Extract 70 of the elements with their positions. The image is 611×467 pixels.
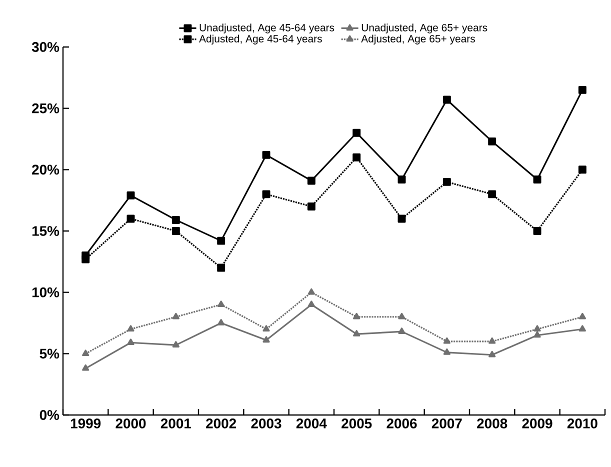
point [308, 300, 315, 307]
point [307, 202, 316, 210]
point [262, 150, 270, 159]
point [217, 264, 226, 272]
point [262, 325, 270, 332]
point [127, 325, 134, 332]
point [398, 312, 406, 320]
x-tick-label: 2009 [522, 418, 552, 428]
legend-label: Adjusted, Age 65+ years [361, 34, 475, 44]
point [488, 337, 496, 344]
point [82, 350, 90, 356]
x-tick-label: 2007 [432, 418, 462, 428]
legend-label: Adjusted, Age 45-64 years [199, 34, 322, 44]
point [172, 216, 180, 224]
point [172, 341, 180, 348]
point [127, 338, 134, 346]
y-tick-label: 20% [32, 164, 60, 175]
point [172, 312, 180, 320]
x-tick-label: 2005 [342, 418, 372, 428]
point [352, 128, 361, 137]
x-tick-label: 2008 [477, 418, 508, 428]
point [398, 175, 406, 184]
y-tick-label: 15% [32, 226, 60, 236]
x-tick-label: 2003 [251, 418, 282, 428]
point [218, 300, 225, 307]
point [442, 96, 451, 104]
legend-label: Unadjusted, Age 65+ years [362, 24, 488, 34]
point [534, 325, 541, 332]
point [578, 166, 586, 174]
legend-label: Unadjusted, Age 45-64 years [200, 24, 334, 34]
point [82, 364, 90, 371]
x-tick-label: 2002 [206, 418, 236, 428]
point [442, 178, 451, 186]
x-tick-label: 2004 [296, 418, 327, 428]
point [488, 350, 496, 358]
x-tick-label: 1999 [70, 418, 101, 428]
point [353, 330, 360, 336]
point [443, 348, 450, 355]
point [308, 288, 315, 295]
point [352, 153, 361, 162]
x-tick-label: 2010 [567, 418, 598, 428]
point [218, 319, 225, 326]
point [488, 137, 496, 146]
point [578, 312, 586, 320]
x-tick-label: 2000 [116, 418, 146, 428]
x-tick-label: 2006 [386, 418, 417, 428]
point [443, 337, 450, 344]
point [578, 325, 586, 332]
y-tick-label: 10% [32, 287, 60, 298]
y-tick-label: 30% [32, 42, 60, 52]
point [534, 331, 541, 338]
y-tick-label: 5% [40, 348, 60, 359]
point [217, 236, 226, 245]
point [533, 175, 542, 184]
point [126, 214, 135, 223]
point [398, 328, 406, 334]
point [126, 191, 135, 200]
point [307, 176, 316, 185]
point [262, 190, 270, 198]
point [353, 312, 360, 320]
y-tick-label: 0% [40, 410, 60, 420]
point [533, 227, 542, 235]
point [82, 255, 90, 264]
point [488, 190, 496, 198]
point [578, 86, 586, 94]
x-tick-label: 2001 [160, 418, 192, 428]
point [172, 227, 180, 235]
y-tick-label: 25% [32, 103, 60, 114]
point [262, 336, 270, 343]
point [398, 214, 406, 223]
